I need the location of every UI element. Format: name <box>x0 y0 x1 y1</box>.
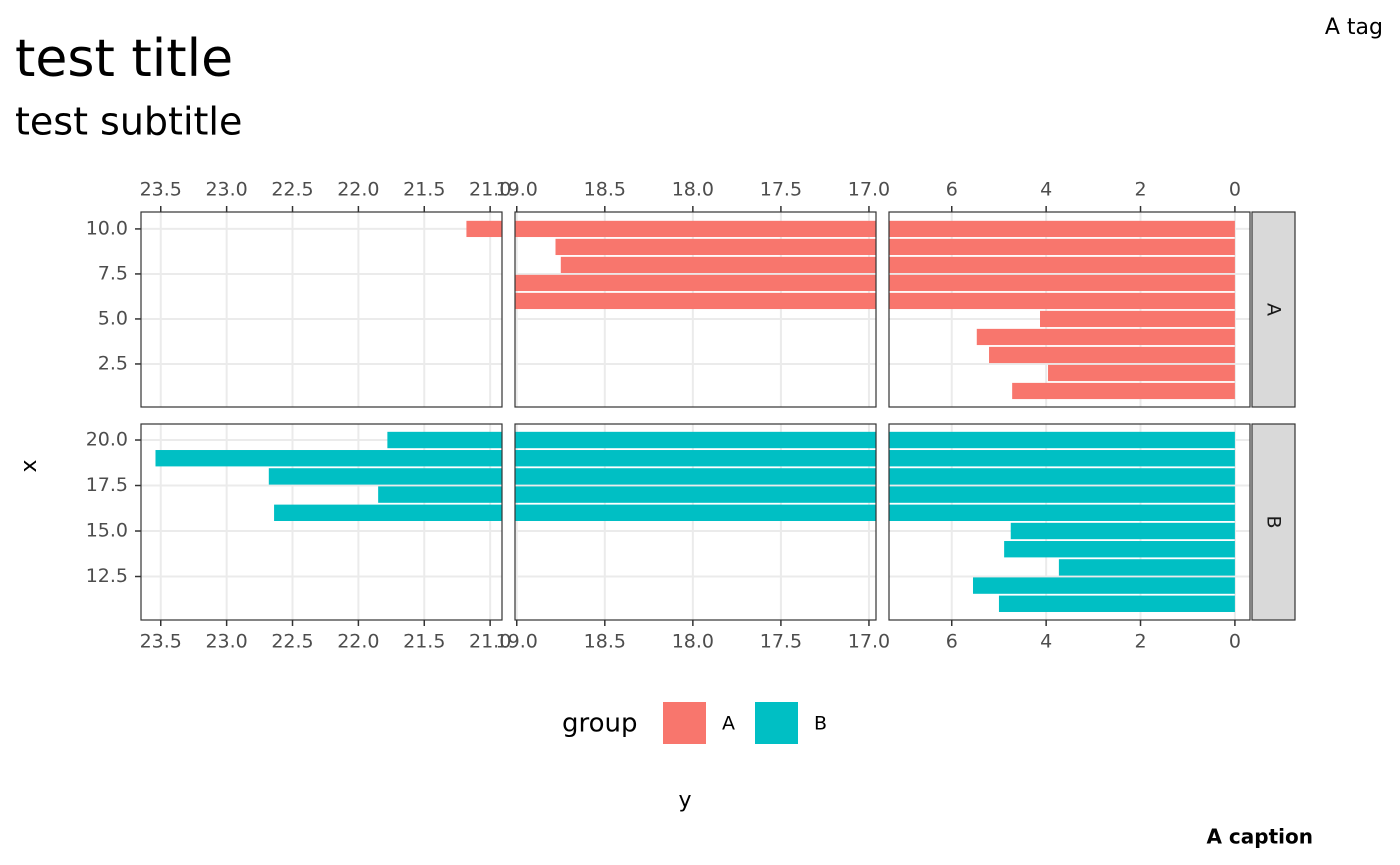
bar <box>1040 310 1235 328</box>
y-tick-label: 7.5 <box>98 262 128 284</box>
legend-key <box>755 702 798 744</box>
bar <box>1012 382 1235 400</box>
bar <box>889 220 1235 238</box>
x-tick-label-bottom: 0 <box>1229 631 1241 653</box>
x-tick-label-top: 23.5 <box>140 179 182 201</box>
bar <box>274 504 502 521</box>
axis-title-vertical: x <box>17 459 42 472</box>
bar <box>889 504 1235 521</box>
bar <box>889 274 1235 292</box>
panel-border <box>888 423 1251 621</box>
bar <box>1010 522 1235 540</box>
y-tick-label: 20.0 <box>86 429 128 451</box>
bar <box>560 256 876 274</box>
legend-title: group <box>562 709 638 739</box>
x-tick-label-bottom: 21.5 <box>403 631 445 653</box>
x-tick-label-bottom: 17.0 <box>848 631 890 653</box>
bar <box>989 346 1235 364</box>
bar <box>268 468 502 485</box>
y-tick-label: 2.5 <box>98 352 128 374</box>
bar <box>555 238 876 256</box>
panel-background <box>141 212 502 407</box>
x-tick-label-top: 22.5 <box>271 179 313 201</box>
panel-border <box>140 211 503 408</box>
bar <box>1004 541 1235 558</box>
panel-border <box>514 423 877 621</box>
y-tick-label: 5.0 <box>98 307 128 329</box>
bar <box>515 292 876 310</box>
bar <box>889 238 1235 256</box>
x-tick-label-bottom: 17.5 <box>760 631 802 653</box>
bar <box>889 256 1235 274</box>
x-tick-label-bottom: 19.0 <box>496 631 538 653</box>
panel-border <box>888 211 1251 408</box>
bar <box>515 504 876 521</box>
x-tick-label-bottom: 4 <box>1040 631 1052 653</box>
x-tick-label-top: 23.0 <box>205 179 247 201</box>
bar <box>515 450 876 467</box>
bar <box>889 431 1235 449</box>
x-tick-label-top: 17.5 <box>760 179 802 201</box>
x-tick-label-bottom: 18.0 <box>672 631 714 653</box>
x-tick-label-top: 2 <box>1134 179 1146 201</box>
bar <box>998 595 1235 612</box>
y-tick-label: 12.5 <box>86 565 128 587</box>
bar <box>378 486 502 503</box>
bar <box>1048 364 1235 382</box>
x-tick-label-top: 18.5 <box>584 179 626 201</box>
x-tick-label-top: 22.0 <box>337 179 379 201</box>
caption: A caption <box>1206 825 1313 849</box>
y-tick-label: 10.0 <box>86 217 128 239</box>
facet-strip <box>1251 211 1296 408</box>
x-tick-label-top: 0 <box>1229 179 1241 201</box>
x-tick-label-bottom: 2 <box>1134 631 1146 653</box>
bar <box>889 450 1235 467</box>
facet-label: B <box>1263 515 1285 528</box>
x-tick-label-top: 21.0 <box>469 179 511 201</box>
x-tick-label-top: 6 <box>946 179 958 201</box>
x-tick-label-bottom: 6 <box>946 631 958 653</box>
bar <box>515 468 876 485</box>
x-tick-label-top: 21.5 <box>403 179 445 201</box>
bar <box>976 328 1235 346</box>
bar <box>889 292 1235 310</box>
y-tick-label: 15.0 <box>86 520 128 542</box>
bar <box>155 450 502 467</box>
bar <box>466 220 502 238</box>
x-tick-label-bottom: 23.5 <box>140 631 182 653</box>
x-tick-label-top: 17.0 <box>848 179 890 201</box>
chart-title: test title <box>15 29 233 89</box>
bar <box>515 431 876 449</box>
legend-label: A <box>722 713 735 735</box>
axis-title-horizontal: y <box>678 788 691 813</box>
bar <box>972 577 1235 594</box>
chart-subtitle: test subtitle <box>15 100 242 144</box>
x-tick-label-bottom: 21.0 <box>469 631 511 653</box>
bar <box>515 220 876 238</box>
bar <box>387 431 502 449</box>
legend-key <box>663 702 706 744</box>
x-tick-label-bottom: 23.0 <box>205 631 247 653</box>
facet-label: A <box>1263 303 1285 316</box>
x-tick-label-top: 19.0 <box>496 179 538 201</box>
panel-border <box>514 211 877 408</box>
panel-border <box>140 423 503 621</box>
bar <box>889 468 1235 485</box>
x-tick-label-bottom: 18.5 <box>584 631 626 653</box>
legend-label: B <box>814 713 827 735</box>
x-tick-label-bottom: 22.0 <box>337 631 379 653</box>
x-tick-label-top: 4 <box>1040 179 1052 201</box>
x-tick-label-top: 18.0 <box>672 179 714 201</box>
bar <box>515 274 876 292</box>
facet-strip <box>1251 423 1296 621</box>
x-tick-label-bottom: 22.5 <box>271 631 313 653</box>
bar <box>515 486 876 503</box>
bar <box>1058 559 1235 576</box>
tag: A tag <box>1325 15 1383 40</box>
y-tick-label: 17.5 <box>86 474 128 496</box>
bar <box>889 486 1235 503</box>
